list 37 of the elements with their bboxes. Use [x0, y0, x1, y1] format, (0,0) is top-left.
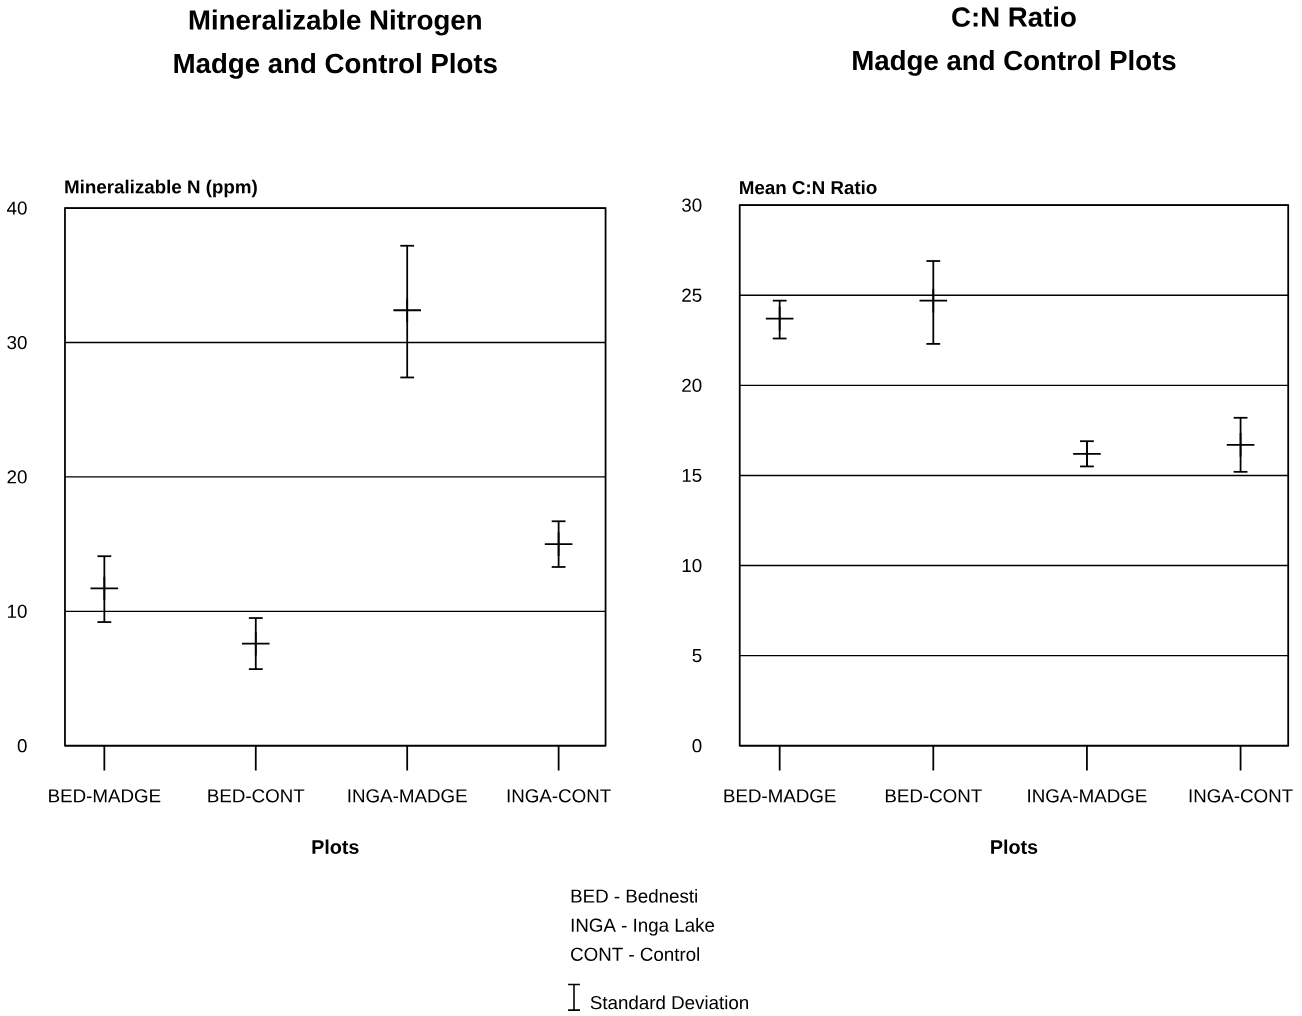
point — [1073, 442, 1101, 466]
y-tick-label: 20 — [682, 378, 702, 393]
point — [393, 298, 421, 323]
y-tick-label: 5 — [692, 649, 702, 663]
text: CONT - Control — [571, 947, 700, 962]
y-axis-title: Mineralizable N (ppm) — [65, 179, 257, 198]
point — [544, 532, 573, 557]
x-tick-label: BED-CONT — [208, 789, 305, 803]
text: BED - Bednesti — [571, 889, 697, 903]
text: Standard Deviation — [590, 995, 749, 1010]
point — [765, 306, 794, 331]
x-axis-title: Plots — [991, 839, 1038, 855]
y-tick-label: 30 — [682, 198, 702, 212]
x-tick-label: BED-MADGE — [724, 789, 836, 803]
y-tick-label: 10 — [682, 558, 702, 573]
x-tick-label: INGA-MADGE — [348, 789, 467, 803]
x-tick-label: INGA-CONT — [507, 789, 611, 803]
y-tick-label: 40 — [7, 201, 27, 215]
y-tick-label: 10 — [8, 604, 27, 619]
point — [919, 288, 948, 313]
y-tick-label: 15 — [682, 468, 702, 483]
text: INGA - Inga Lake — [571, 918, 715, 936]
y-tick-label: 25 — [682, 288, 702, 302]
y-tick-label: 0 — [17, 739, 27, 753]
chart-subtitle: Madge and Control Plots — [853, 50, 1176, 76]
chart-title: Mineralizable Nitrogen — [189, 9, 481, 36]
x-tick-label: BED-CONT — [885, 789, 982, 803]
x-axis-title: Plots — [312, 839, 359, 855]
chart-subtitle: Madge and Control Plots — [174, 53, 497, 79]
y-tick-label: 20 — [7, 470, 27, 484]
y-axis-title: Mean C:N Ratio — [740, 180, 877, 195]
chart-title: C:N Ratio — [952, 6, 1076, 27]
x-tick-label: BED-MADGE — [49, 789, 161, 803]
x-tick-label: INGA-CONT — [1189, 789, 1293, 803]
y-tick-label: 0 — [692, 739, 702, 753]
x-tick-label: INGA-MADGE — [1028, 789, 1147, 803]
y-tick-label: 30 — [7, 335, 27, 350]
